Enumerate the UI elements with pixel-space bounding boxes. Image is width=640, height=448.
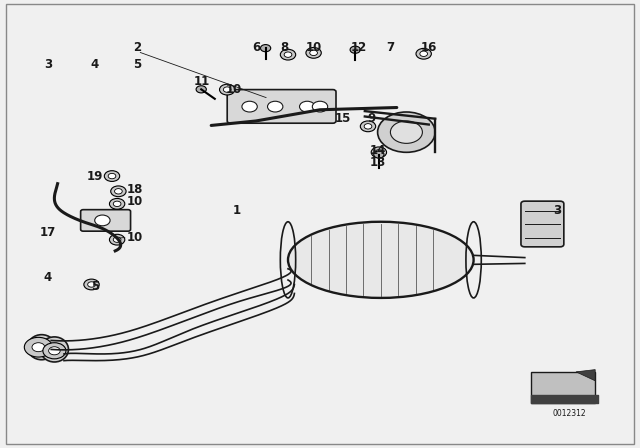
- Text: 11: 11: [193, 75, 210, 88]
- FancyBboxPatch shape: [521, 201, 564, 247]
- Text: 13: 13: [369, 155, 386, 169]
- Text: 1: 1: [233, 204, 241, 217]
- Circle shape: [420, 51, 428, 56]
- Circle shape: [49, 347, 60, 355]
- Text: 19: 19: [86, 169, 103, 183]
- Ellipse shape: [28, 335, 56, 360]
- Circle shape: [364, 124, 372, 129]
- Circle shape: [88, 282, 95, 287]
- Text: 5: 5: [91, 280, 99, 293]
- Circle shape: [113, 201, 121, 207]
- Text: 17: 17: [40, 226, 56, 240]
- Text: 10: 10: [126, 231, 143, 244]
- Polygon shape: [576, 370, 595, 381]
- Text: 6: 6: [252, 40, 260, 54]
- Circle shape: [371, 147, 387, 158]
- Circle shape: [310, 50, 317, 56]
- Circle shape: [378, 112, 435, 152]
- FancyBboxPatch shape: [531, 372, 595, 403]
- Circle shape: [242, 101, 257, 112]
- Circle shape: [95, 215, 110, 226]
- Text: 7: 7: [387, 40, 394, 54]
- Circle shape: [111, 186, 126, 197]
- Text: 10: 10: [225, 83, 242, 96]
- Circle shape: [196, 86, 206, 93]
- Text: 12: 12: [350, 40, 367, 54]
- Circle shape: [312, 101, 328, 112]
- Circle shape: [108, 173, 116, 179]
- FancyBboxPatch shape: [227, 90, 336, 123]
- FancyBboxPatch shape: [81, 210, 131, 231]
- Circle shape: [113, 237, 121, 242]
- Text: 10: 10: [126, 195, 143, 208]
- Text: 3: 3: [553, 204, 561, 217]
- Text: 4: 4: [91, 58, 99, 72]
- Text: 3: 3: [44, 58, 52, 72]
- Text: 5: 5: [134, 58, 141, 72]
- Circle shape: [260, 45, 271, 52]
- Text: 18: 18: [126, 182, 143, 196]
- Text: 8: 8: [281, 40, 289, 54]
- Ellipse shape: [40, 337, 68, 362]
- Text: 15: 15: [334, 112, 351, 125]
- Text: 0012312: 0012312: [553, 409, 586, 418]
- Text: 2: 2: [134, 40, 141, 54]
- Circle shape: [374, 151, 384, 158]
- Circle shape: [390, 121, 422, 143]
- Ellipse shape: [288, 222, 474, 298]
- Circle shape: [220, 84, 235, 95]
- Circle shape: [306, 47, 321, 58]
- Circle shape: [360, 121, 376, 132]
- Circle shape: [43, 343, 66, 359]
- Circle shape: [109, 234, 125, 245]
- Circle shape: [375, 150, 383, 155]
- Circle shape: [280, 49, 296, 60]
- Circle shape: [300, 101, 315, 112]
- Circle shape: [32, 343, 45, 352]
- Text: 14: 14: [369, 143, 386, 157]
- Circle shape: [268, 101, 283, 112]
- Circle shape: [24, 337, 52, 357]
- Circle shape: [350, 46, 360, 53]
- Circle shape: [84, 279, 99, 290]
- Circle shape: [115, 189, 122, 194]
- Text: 10: 10: [305, 40, 322, 54]
- Circle shape: [109, 198, 125, 209]
- Text: 16: 16: [420, 40, 437, 54]
- Circle shape: [223, 87, 231, 92]
- Text: 9: 9: [367, 112, 375, 125]
- Circle shape: [104, 171, 120, 181]
- Circle shape: [284, 52, 292, 57]
- Text: 4: 4: [44, 271, 52, 284]
- Circle shape: [416, 48, 431, 59]
